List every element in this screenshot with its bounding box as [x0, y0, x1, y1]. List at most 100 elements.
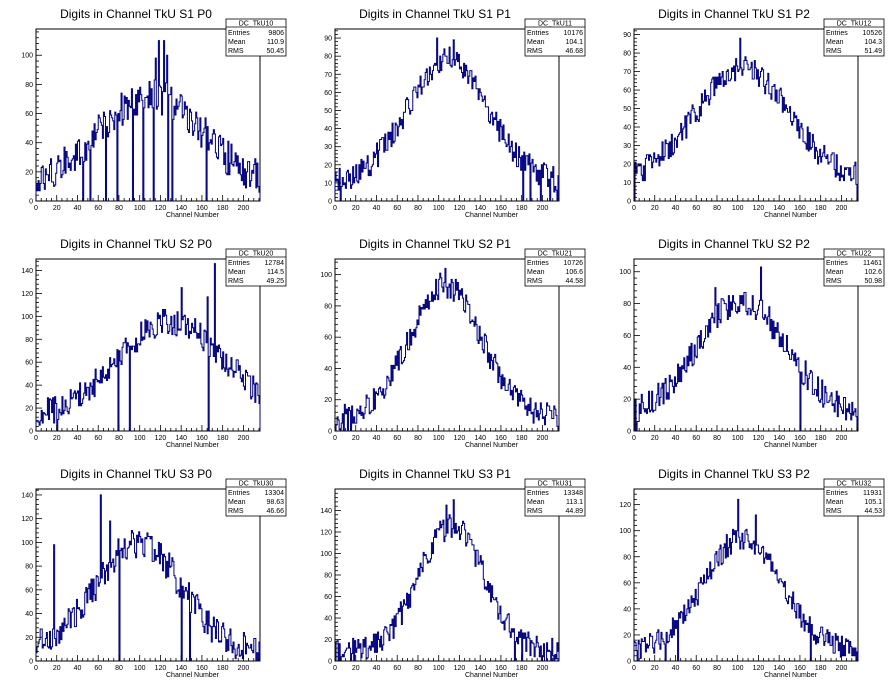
stats-box: DC_TkU12 Entries 10526 Mean 104.3 RMS 51.49 — [823, 18, 885, 57]
histogram-panel: Digits in Channel TkU S2 P0 0 20 40 60 80 100 1… — [21, 237, 287, 449]
x-tick-label: 80 — [414, 665, 422, 672]
x-tick-label: 40 — [373, 435, 381, 442]
y-tick-label: 140 — [21, 268, 33, 275]
stats-label-mean: Mean — [527, 39, 545, 46]
stats-value-entries: 13348 — [564, 490, 584, 497]
y-tick-label: 140 — [320, 508, 332, 515]
y-tick-label: 0 — [328, 199, 332, 206]
x-tick-label: 180 — [217, 205, 229, 212]
x-tick-label: 60 — [393, 205, 401, 212]
stats-box: DC_TkU11 Entries 10176 Mean 104.1 RMS 46.68 — [524, 18, 586, 57]
y-tick-label: 20 — [324, 397, 332, 404]
x-tick-label: 120 — [454, 665, 466, 672]
x-tick-label: 140 — [474, 205, 486, 212]
x-tick-label: 100 — [433, 665, 445, 672]
y-tick-label: 60 — [25, 587, 33, 594]
x-tick-label: 0 — [34, 435, 38, 442]
y-tick-label: 40 — [324, 126, 332, 133]
stats-label-mean: Mean — [826, 39, 844, 46]
histogram-series — [335, 267, 560, 432]
x-axis-label: Channel Number — [465, 672, 519, 679]
y-tick-label: 100 — [21, 540, 33, 547]
stats-label-mean: Mean — [826, 499, 844, 506]
chart-title: Digits in Channel TkU S3 P2 — [658, 467, 810, 481]
stats-value-rms: 46.68 — [565, 48, 583, 55]
stats-box: DC_TkU21 Entries 10726 Mean 106.6 RMS 44.58 — [524, 248, 586, 287]
y-tick-label: 100 — [619, 528, 631, 535]
y-tick-label: 80 — [324, 573, 332, 580]
y-tick-label: 20 — [623, 162, 631, 169]
x-tick-label: 0 — [632, 435, 636, 442]
stats-value-rms: 50.45 — [266, 48, 284, 55]
x-tick-label: 0 — [333, 205, 337, 212]
x-tick-label: 40 — [672, 435, 680, 442]
x-tick-label: 140 — [474, 435, 486, 442]
stats-frame — [823, 248, 885, 287]
x-tick-label: 80 — [115, 205, 123, 212]
histogram-panel: Digits in Channel TkU S1 P0 0 20 40 60 80 100 1… — [21, 7, 287, 219]
x-tick-label: 180 — [516, 435, 528, 442]
x-tick-label: 0 — [34, 205, 38, 212]
stats-label-entries: Entries — [826, 260, 848, 267]
x-tick-label: 40 — [373, 665, 381, 672]
stats-value-mean: 105.1 — [864, 499, 882, 506]
stats-name: DC_TkU21 — [538, 251, 573, 258]
x-tick-label: 140 — [474, 665, 486, 672]
x-axis-label: Channel Number — [764, 212, 818, 219]
x-tick-label: 180 — [217, 665, 229, 672]
stats-name: DC_TkU12 — [837, 21, 872, 28]
stats-value-rms: 51.49 — [864, 48, 882, 55]
x-tick-label: 200 — [537, 435, 549, 442]
y-tick-label: 40 — [623, 125, 631, 132]
x-tick-label: 180 — [815, 665, 827, 672]
stats-value-rms: 50.98 — [864, 278, 882, 285]
y-tick-label: 60 — [25, 111, 33, 118]
stats-box: DC_TkU31 Entries 13348 Mean 113.1 RMS 44.89 — [524, 478, 586, 517]
y-tick-label: 0 — [627, 659, 631, 666]
x-axis-label: Channel Number — [166, 672, 220, 679]
stats-frame — [524, 18, 586, 57]
x-tick-label: 100 — [433, 205, 445, 212]
y-tick-label: 20 — [25, 635, 33, 642]
y-tick-label: 20 — [324, 162, 332, 169]
stats-label-entries: Entries — [228, 30, 250, 37]
stats-value-rms: 46.66 — [266, 508, 284, 515]
x-tick-label: 140 — [773, 435, 785, 442]
x-tick-label: 60 — [94, 205, 102, 212]
y-tick-label: 0 — [627, 199, 631, 206]
plot-frame — [35, 488, 261, 662]
y-tick-label: 60 — [25, 360, 33, 367]
x-tick-label: 80 — [713, 205, 721, 212]
stats-value-rms: 44.89 — [565, 508, 583, 515]
x-tick-label: 20 — [651, 665, 659, 672]
stats-label-entries: Entries — [228, 260, 250, 267]
stats-label-mean: Mean — [228, 269, 246, 276]
chart-title: Digits in Channel TkU S1 P1 — [359, 7, 511, 21]
y-tick-label: 40 — [623, 606, 631, 613]
y-tick-label: 120 — [320, 530, 332, 537]
x-tick-label: 20 — [352, 205, 360, 212]
chart-title: Digits in Channel TkU S3 P0 — [60, 467, 212, 481]
x-tick-label: 100 — [433, 435, 445, 442]
x-tick-label: 120 — [753, 205, 765, 212]
histogram-series — [335, 499, 560, 662]
x-tick-label: 80 — [115, 665, 123, 672]
stats-label-rms: RMS — [826, 278, 842, 285]
stats-frame — [524, 248, 586, 287]
y-tick-label: 100 — [320, 551, 332, 558]
x-axis-label: Channel Number — [465, 212, 519, 219]
x-tick-label: 100 — [732, 665, 744, 672]
stats-label-rms: RMS — [826, 508, 842, 515]
stats-box: DC_TkU30 Entries 13304 Mean 98.63 RMS 46.66 — [225, 478, 287, 517]
plot-frame — [633, 488, 859, 662]
stats-value-mean: 104.1 — [565, 39, 583, 46]
x-tick-label: 120 — [155, 205, 167, 212]
x-tick-label: 160 — [196, 435, 208, 442]
y-tick-label: 80 — [324, 54, 332, 61]
x-axis-label: Channel Number — [764, 442, 818, 449]
stats-label-entries: Entries — [527, 30, 549, 37]
y-tick-label: 120 — [21, 516, 33, 523]
y-tick-label: 60 — [623, 580, 631, 587]
stats-value-entries: 11931 — [863, 490, 882, 497]
histogram-panel: Digits in Channel TkU S3 P2 0 20 40 60 80 100 1… — [619, 467, 885, 679]
